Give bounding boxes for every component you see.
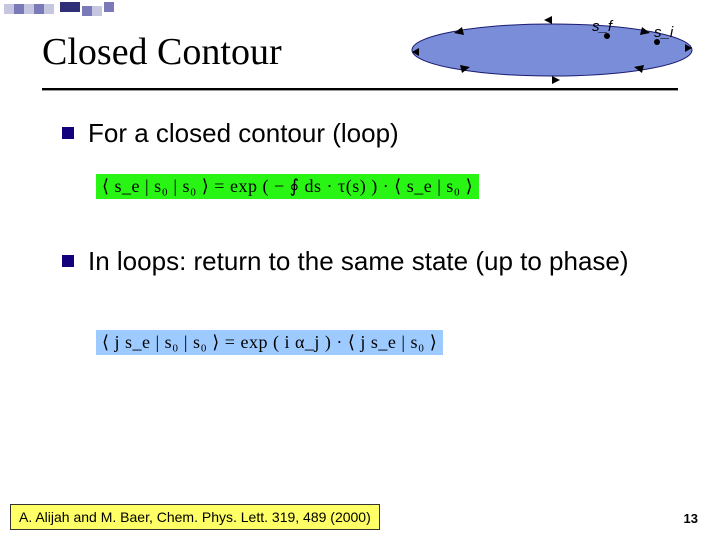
deco-square <box>104 2 114 12</box>
deco-square <box>4 4 14 14</box>
deco-square <box>70 2 80 12</box>
equation-2: ⟨ j s_e | s₀ | s₀ ⟩ = exp ( i α_j ) · ⟨ … <box>96 330 443 355</box>
bullet-2: In loops: return to the same state (up t… <box>62 246 629 277</box>
deco-square <box>44 4 54 14</box>
page-number: 13 <box>684 511 698 526</box>
bullet-square-icon <box>62 127 74 139</box>
deco-square <box>92 6 102 16</box>
citation: A. Alijah and M. Baer, Chem. Phys. Lett.… <box>10 504 380 530</box>
bullet-square-icon <box>62 255 74 267</box>
deco-square <box>24 4 34 14</box>
equation-1: ⟨ s_e | s₀ | s₀ ⟩ = exp ( − ∮ ds · τ(s) … <box>96 174 479 199</box>
slide: s_f s_i Closed Contour For a closed cont… <box>0 0 720 540</box>
bullet-1-text: For a closed contour (loop) <box>88 118 399 149</box>
deco-square <box>82 6 92 16</box>
title-wrap: Closed Contour <box>42 30 678 74</box>
deco-square <box>34 4 44 14</box>
bullet-2-text: In loops: return to the same state (up t… <box>88 246 629 277</box>
deco-square <box>14 4 24 14</box>
page-title: Closed Contour <box>42 30 678 74</box>
bullet-1: For a closed contour (loop) <box>62 118 399 149</box>
deco-square <box>60 2 70 12</box>
title-rule <box>42 88 678 91</box>
